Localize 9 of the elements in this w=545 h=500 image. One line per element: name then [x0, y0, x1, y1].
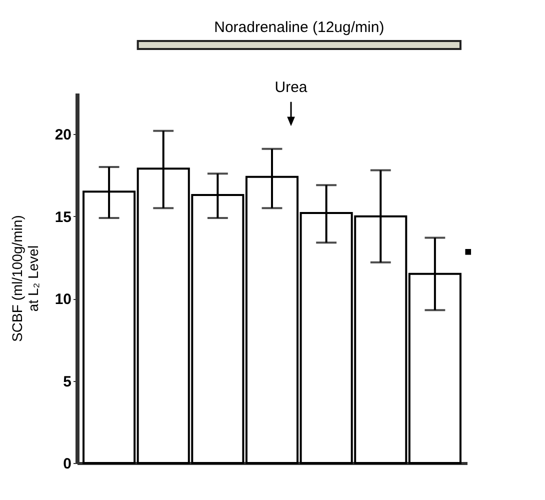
y-tick-label: 5: [63, 373, 72, 390]
y-tick-label: 10: [54, 291, 72, 308]
y-tick-label: 0: [63, 456, 72, 472]
annotation: ■: [464, 244, 472, 259]
text: Noradrenaline (12ug/min): [214, 19, 384, 36]
annotation: Urea: [274, 79, 308, 96]
y-tick-label: 20: [54, 126, 72, 144]
y-tick-label: 15: [54, 208, 72, 226]
y-axis-title: SCBF (ml/100g/min) at L₂ Level: [8, 215, 41, 342]
